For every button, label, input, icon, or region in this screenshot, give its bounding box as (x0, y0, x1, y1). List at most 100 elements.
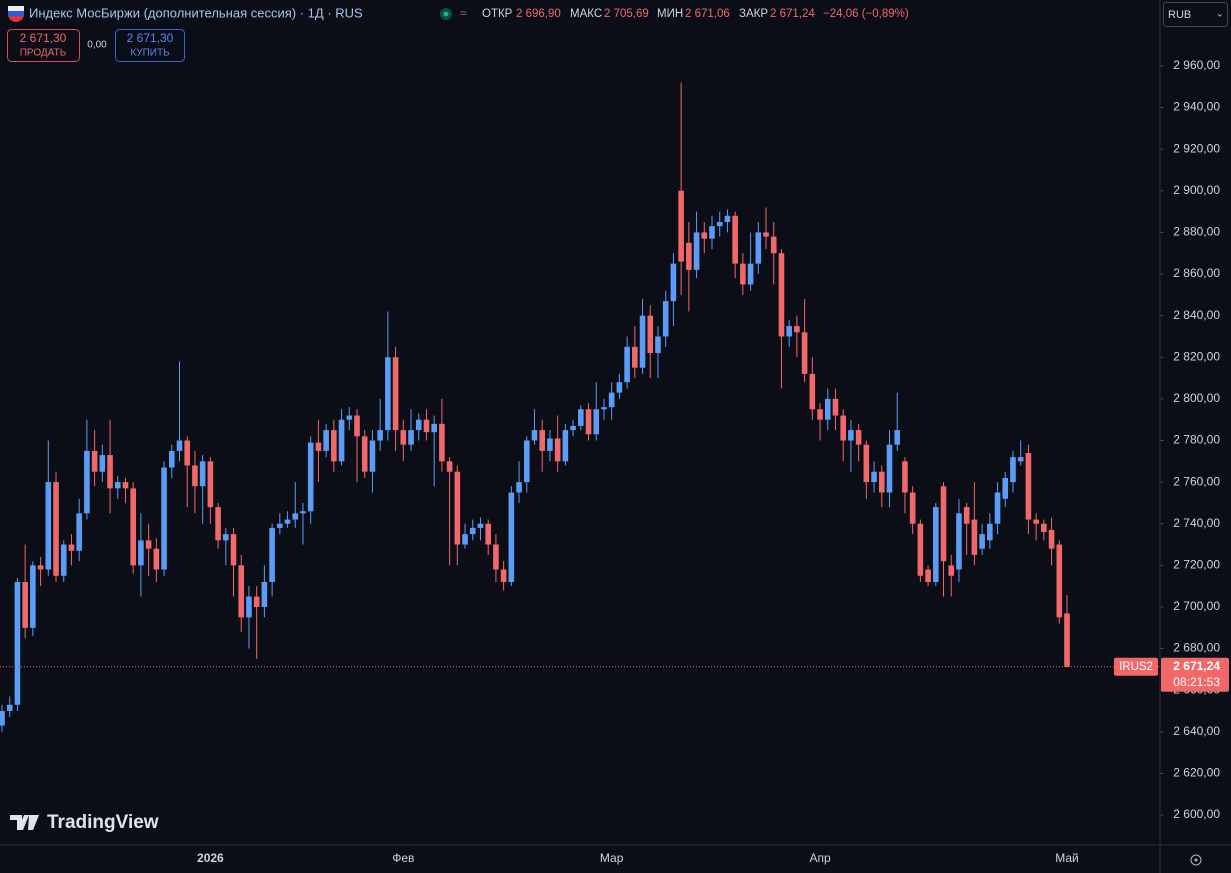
candle-body (261, 581, 268, 607)
candle-body (323, 430, 329, 451)
y-tick-label: 2 620,00 (1173, 766, 1220, 780)
candle-body (878, 471, 885, 493)
y-tick-label: 2 820,00 (1173, 349, 1220, 363)
y-tick-label: 2 880,00 (1173, 225, 1220, 239)
candle-body (616, 382, 623, 393)
candle-body (199, 461, 206, 487)
sell-button[interactable]: 2 671,30 ПРОДАТЬ (7, 29, 80, 62)
candle-body (76, 513, 82, 551)
candle-body (223, 534, 229, 541)
sell-label[interactable]: ПРОДАТЬ (20, 48, 67, 59)
y-tick-label: 2 920,00 (1173, 141, 1220, 155)
buy-label[interactable]: КУПИТЬ (130, 48, 170, 59)
candle-body (30, 565, 36, 628)
candle-body (184, 440, 191, 466)
candle-body (14, 581, 21, 705)
currency[interactable]: RUB (1168, 9, 1191, 21)
candle-body (655, 336, 661, 354)
candle-body (1056, 544, 1063, 618)
x-tick-label: 2026 (197, 851, 224, 865)
candle-body (632, 346, 638, 368)
candle-body (601, 407, 607, 410)
candle-body (994, 492, 1001, 524)
candle-body (0, 710, 5, 726)
candle-body (253, 596, 260, 607)
candle-body (68, 544, 75, 551)
candle-body (732, 215, 738, 264)
logo-mark (10, 815, 39, 830)
candle-body (662, 301, 669, 337)
ohlc-value: 2 671,06 (685, 8, 730, 20)
candle-body (570, 425, 576, 431)
currency-box[interactable] (1163, 2, 1228, 27)
sell-price[interactable]: 2 671,30 (20, 31, 67, 45)
candle-body (1041, 523, 1047, 533)
status-icon: ≈ (460, 6, 467, 20)
candle-body (755, 232, 762, 264)
candle-body (817, 409, 823, 420)
ohlc-value: 2 696,90 (516, 8, 561, 20)
candle-body (886, 444, 893, 493)
ohlc-label: МАКС (570, 8, 602, 20)
candle-body (639, 315, 646, 368)
y-tick-label: 2 600,00 (1173, 807, 1220, 821)
candle-body (439, 423, 445, 462)
candle-body (902, 461, 908, 493)
candle-body (230, 534, 237, 566)
candle-body (554, 438, 561, 462)
candle-body (709, 226, 715, 239)
settings-icon[interactable] (1194, 858, 1198, 862)
candle-body (686, 242, 692, 270)
status (443, 11, 449, 17)
candle-body (963, 507, 970, 524)
candle-body (469, 527, 476, 535)
candle-body (693, 232, 700, 270)
settings-icon[interactable] (1190, 854, 1202, 866)
ohlc-label: ЗАКР (739, 8, 768, 20)
candle-body (168, 450, 175, 468)
y-tick-label: 2 900,00 (1173, 183, 1220, 197)
candle-body (192, 465, 198, 487)
candle-body (608, 392, 615, 408)
candle-body (84, 450, 90, 514)
candle-body (22, 581, 28, 628)
candle-body (770, 236, 777, 254)
flag (8, 11, 24, 16)
candle-body (917, 523, 924, 576)
candle-body (485, 523, 491, 545)
candle-body (1033, 519, 1039, 524)
candle-body (122, 482, 129, 489)
candle-body (462, 534, 468, 545)
candle-body (971, 519, 978, 555)
buy-box[interactable] (115, 29, 185, 62)
candle-body (987, 523, 993, 541)
candle-body (523, 440, 530, 483)
candle-body (539, 430, 546, 451)
buy-button[interactable]: 2 671,30 КУПИТЬ (115, 29, 185, 62)
candle-body (500, 569, 507, 582)
candle-body (678, 190, 684, 262)
candle-body (130, 488, 136, 566)
y-tick-label: 2 700,00 (1173, 599, 1220, 613)
candle-body (824, 398, 831, 420)
candle-body (724, 215, 731, 223)
currency-caret[interactable]: ⌄ (1216, 8, 1224, 18)
candle-body (801, 332, 808, 374)
candle-body (925, 569, 931, 582)
sell-box[interactable] (7, 29, 80, 62)
buy-price[interactable]: 2 671,30 (127, 31, 174, 45)
candle-body (740, 263, 746, 285)
candle-body (91, 450, 98, 472)
x-tick-label: Мар (600, 851, 624, 865)
candle-body (701, 232, 708, 239)
candle-body (647, 315, 654, 354)
candle-body (215, 507, 221, 541)
candle-body (909, 492, 916, 524)
candle-body (855, 430, 862, 445)
ohlc-value: 2 705,69 (604, 8, 649, 20)
currency-select[interactable]: RUB ⌄ (1163, 2, 1228, 27)
candle-body (331, 430, 337, 462)
candle-body (385, 357, 391, 431)
y-tick-label: 2 800,00 (1173, 391, 1220, 405)
